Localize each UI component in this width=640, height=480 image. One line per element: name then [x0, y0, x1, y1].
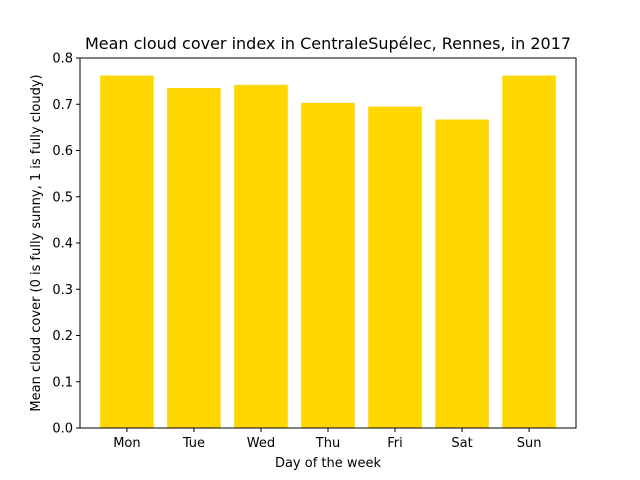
y-tick-label: 0.8	[52, 52, 73, 67]
y-axis: 0.0 0.1 0.2 0.3 0.4 0.5 0.6 0.7 0.8	[52, 52, 80, 437]
x-axis-label: Day of the week	[275, 456, 382, 471]
bar-sat	[435, 119, 489, 428]
y-tick-label: 0.0	[52, 422, 73, 437]
y-tick-label: 0.5	[52, 190, 73, 205]
x-tick-label-thu: Thu	[315, 436, 340, 451]
y-tick-label: 0.4	[52, 237, 73, 252]
bars-group	[100, 75, 556, 429]
y-tick-label: 0.1	[52, 375, 73, 390]
x-tick-label-tue: Tue	[182, 436, 205, 451]
bar-fri	[368, 106, 422, 428]
bar-wed	[234, 84, 288, 428]
x-axis: Mon Tue Wed Thu Fri Sat Sun	[113, 428, 541, 451]
x-tick-label-fri: Fri	[387, 436, 403, 451]
y-tick-label: 0.2	[52, 329, 73, 344]
x-tick-label-wed: Wed	[247, 436, 275, 451]
y-tick-label: 0.7	[52, 98, 73, 113]
bar-sun	[502, 75, 556, 428]
x-tick-label-mon: Mon	[113, 436, 140, 451]
y-axis-label: Mean cloud cover (0 is fully sunny, 1 is…	[29, 74, 44, 411]
bar-thu	[301, 102, 355, 429]
x-tick-label-sat: Sat	[451, 436, 472, 451]
plot-frame	[79, 57, 577, 429]
chart-title: Mean cloud cover index in CentraleSupéle…	[85, 34, 571, 53]
y-tick-label: 0.3	[52, 283, 73, 298]
bar-mon	[100, 75, 154, 428]
bar-tue	[167, 88, 221, 428]
y-tick-label: 0.6	[52, 144, 73, 159]
x-tick-label-sun: Sun	[517, 436, 542, 451]
